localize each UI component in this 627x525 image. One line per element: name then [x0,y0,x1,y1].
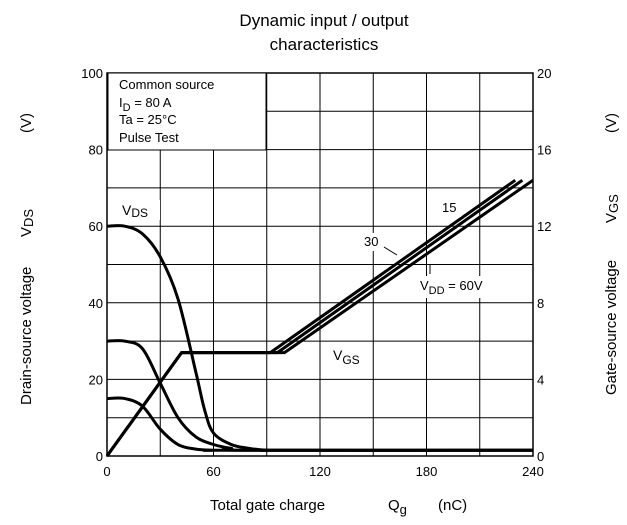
y-right-tick-label: 8 [537,296,544,311]
condition-drain-current: ID = 80 A [119,95,172,114]
x-tick-label: 240 [522,464,544,479]
series-line-2 [106,396,533,452]
svg-text:Qg: Qg [388,497,407,517]
series-line-4 [105,179,524,457]
y-left-tick-label: 40 [89,296,103,311]
y-left-tick-label: 20 [89,372,103,387]
y-right-tick-label: 20 [537,66,551,81]
condition-pulse-test: Pulse Test [119,130,179,145]
x-tick-label: 60 [206,464,220,479]
svg-text:VGS: VGS [603,194,621,223]
y-left-tick-label: 0 [96,449,103,464]
svg-text:VGS: VGS [333,347,360,367]
y-right-tick-label: 16 [537,143,551,158]
x-tick-label: 120 [309,464,331,479]
svg-text:(V): (V) [18,113,35,133]
condition-common-source: Common source [119,77,214,92]
svg-text:(nC): (nC) [438,497,467,514]
y-axis-right-label: Gate-source voltage VGS (V) [603,113,621,395]
svg-text:(V): (V) [603,113,620,133]
svg-text:30: 30 [364,234,378,249]
y-axis-left-label: Drain-source voltage VDS (V) [18,113,36,405]
y-left-tick-label: 80 [89,143,103,158]
svg-text:Drain-source voltage: Drain-source voltage [18,267,35,405]
y-left-tick-label: 100 [81,66,103,81]
conditions-box: Common source ID = 80 A Ta = 25°C Pulse … [107,72,267,151]
x-tick-label: 180 [416,464,438,479]
label-vdd-30: 30 [361,233,398,256]
label-vds: VDS [118,200,160,220]
chart-title-line-2: characteristics [270,35,379,54]
svg-text:VDS: VDS [18,209,36,237]
conditions-box-bg [107,72,267,151]
data-curves [105,179,534,457]
svg-text:Total gate charge: Total gate charge [210,497,325,514]
condition-ambient-temp: Ta = 25°C [119,112,177,127]
y-right-tick-label: 12 [537,219,551,234]
svg-text:Gate-source voltage: Gate-source voltage [603,260,620,395]
svg-text:15: 15 [442,200,456,215]
series-line-5 [105,179,517,457]
label-vdd-60: VDD = 60V [417,264,525,298]
x-axis-label: Total gate charge Qg (nC) [210,497,467,517]
x-tick-label: 0 [103,464,110,479]
svg-text:VDD = 60V: VDD = 60V [420,278,483,297]
label-vgs: VGS [328,344,372,370]
label-vdd-15: 15 [439,199,461,217]
y-right-tick-label: 0 [537,449,544,464]
chart-title-line-1: Dynamic input / output [239,11,408,30]
plot-frame [106,72,534,457]
y-right-tick-label: 4 [537,372,544,387]
y-left-tick-label: 60 [89,219,103,234]
svg-text:VDS: VDS [122,202,148,220]
